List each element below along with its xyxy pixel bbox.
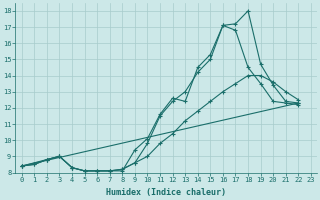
X-axis label: Humidex (Indice chaleur): Humidex (Indice chaleur) xyxy=(106,188,226,197)
